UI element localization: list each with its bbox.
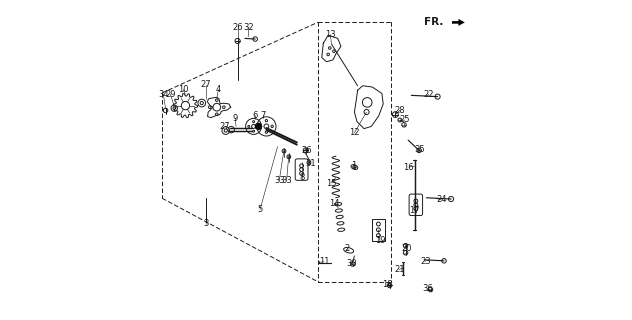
Text: 35: 35 [415,145,425,154]
Text: 26: 26 [233,23,243,32]
Bar [372,219,385,241]
Text: 29: 29 [165,90,176,99]
Text: 7: 7 [260,111,266,120]
Text: 21: 21 [394,265,404,274]
Text: 26: 26 [301,146,312,155]
Text: 5: 5 [257,205,263,214]
Text: 23: 23 [420,257,431,266]
Text: 10: 10 [178,85,188,94]
Text: 31: 31 [305,159,315,168]
Text: 14: 14 [329,199,340,208]
Text: 12: 12 [349,128,360,137]
Text: 34: 34 [158,90,169,99]
Text: 27: 27 [219,122,230,131]
Text: 15: 15 [326,179,337,188]
Text: 11: 11 [319,257,329,266]
Text: 27: 27 [200,80,211,89]
FancyArrow shape [452,19,465,26]
Text: 24: 24 [436,196,447,204]
Text: 36: 36 [422,284,433,293]
Text: 1: 1 [351,161,356,170]
Text: 32: 32 [243,23,254,32]
Text: 18: 18 [382,280,392,289]
Text: 17: 17 [410,206,420,215]
Text: 30: 30 [346,260,356,268]
Circle shape [255,123,262,130]
Text: 4: 4 [216,85,221,94]
Text: 25: 25 [399,116,410,124]
Text: 6: 6 [253,111,258,120]
Text: 33: 33 [281,176,292,185]
Text: 19: 19 [375,236,386,245]
Text: 20: 20 [401,244,411,253]
Text: 28: 28 [394,106,405,115]
Text: 2: 2 [344,244,350,253]
Text: FR.: FR. [423,17,443,28]
Text: 22: 22 [423,90,434,99]
Text: 9: 9 [233,114,238,123]
Text: 3: 3 [203,220,209,228]
Text: 33: 33 [274,176,284,185]
Text: 16: 16 [403,163,414,172]
Text: 8: 8 [299,173,304,182]
Text: 13: 13 [325,30,336,39]
